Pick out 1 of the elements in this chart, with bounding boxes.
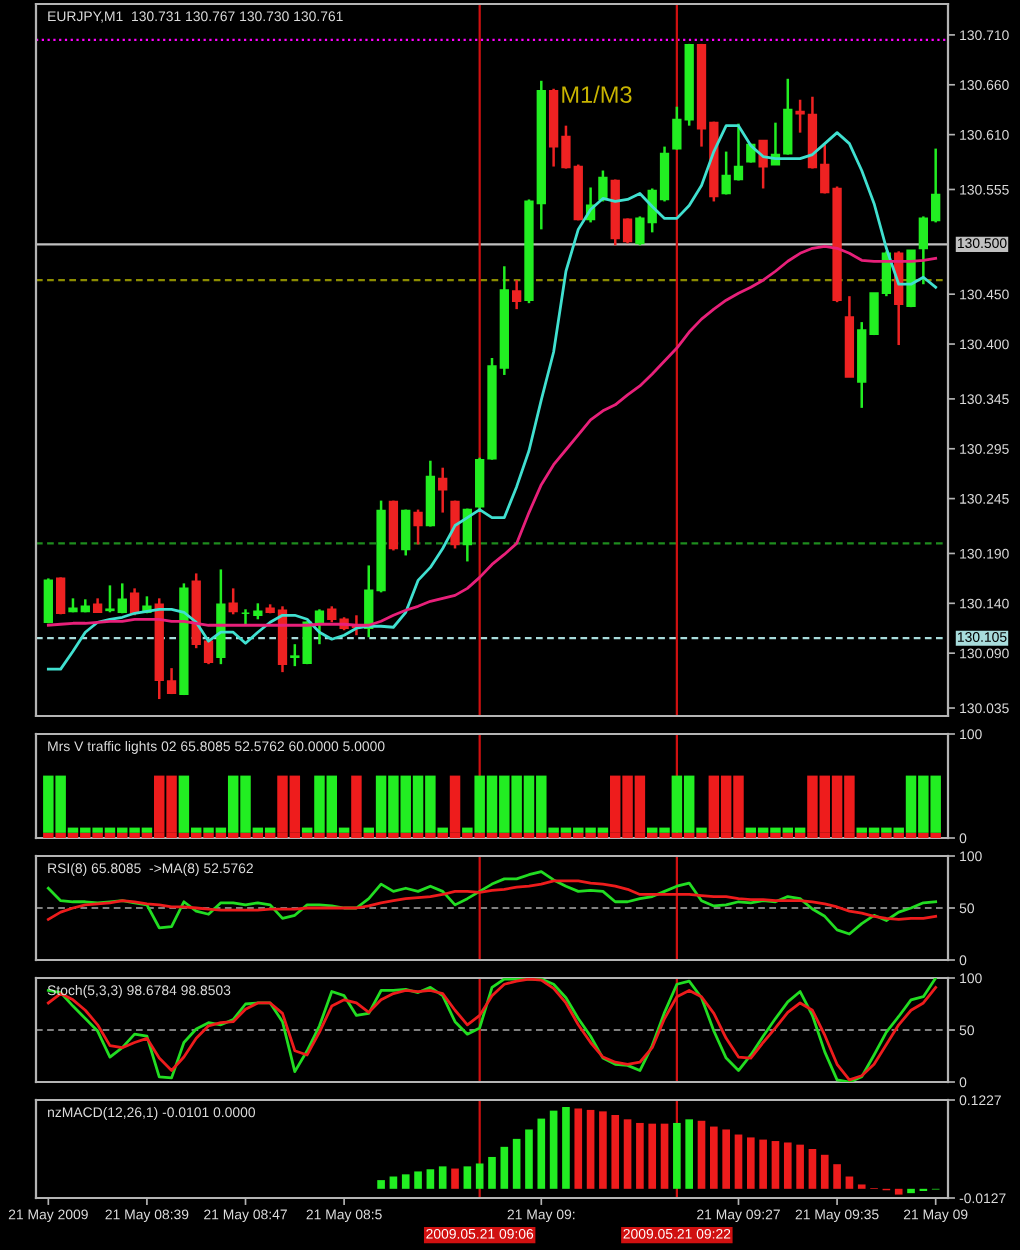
annotation: M1/M3: [562, 85, 632, 103]
